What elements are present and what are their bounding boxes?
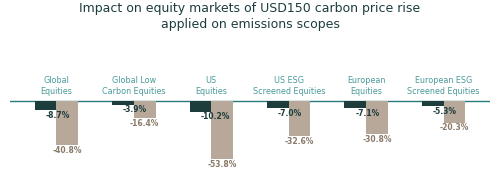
- Text: -40.8%: -40.8%: [52, 146, 82, 155]
- Bar: [267, 100, 288, 108]
- Text: Global
Equities: Global Equities: [40, 76, 72, 96]
- Bar: [212, 100, 233, 159]
- Text: -7.0%: -7.0%: [278, 109, 302, 118]
- Bar: [134, 100, 156, 118]
- Bar: [422, 100, 444, 106]
- Bar: [344, 100, 366, 108]
- Bar: [56, 100, 78, 145]
- Text: -16.4%: -16.4%: [130, 119, 160, 128]
- Bar: [444, 100, 465, 123]
- Text: -7.1%: -7.1%: [356, 109, 380, 118]
- Bar: [112, 100, 134, 105]
- Text: -53.8%: -53.8%: [208, 160, 237, 169]
- Text: -8.7%: -8.7%: [46, 111, 70, 120]
- Text: -20.3%: -20.3%: [440, 123, 469, 132]
- Text: Global Low
Carbon Equities: Global Low Carbon Equities: [102, 76, 166, 96]
- Bar: [190, 100, 212, 112]
- Text: European ESG
Screened Equities: European ESG Screened Equities: [408, 76, 480, 96]
- Text: -3.9%: -3.9%: [123, 105, 147, 114]
- Text: -30.8%: -30.8%: [362, 135, 392, 144]
- Text: -10.2%: -10.2%: [200, 112, 230, 121]
- Bar: [35, 100, 56, 110]
- Bar: [366, 100, 388, 134]
- Text: European
Equities: European Equities: [347, 76, 386, 96]
- Text: Impact on equity markets of USD150 carbon price rise
applied on emissions scopes: Impact on equity markets of USD150 carbo…: [80, 2, 420, 31]
- Text: US
Equities: US Equities: [196, 76, 227, 96]
- Text: US ESG
Screened Equities: US ESG Screened Equities: [252, 76, 325, 96]
- Text: -32.6%: -32.6%: [285, 137, 314, 146]
- Text: -5.3%: -5.3%: [432, 107, 456, 116]
- Bar: [288, 100, 310, 136]
